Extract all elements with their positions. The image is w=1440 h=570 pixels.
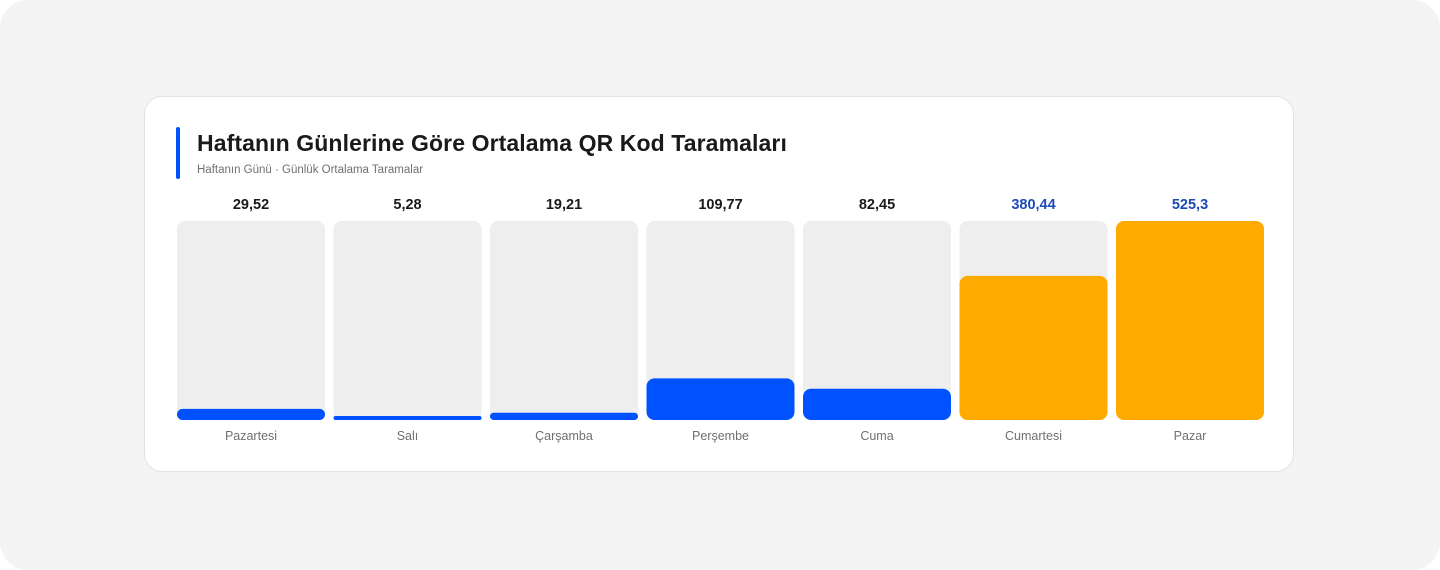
bar — [177, 408, 325, 420]
category-label: Pazar — [1174, 429, 1207, 443]
bar-track — [177, 221, 325, 420]
bar — [333, 416, 482, 420]
value-label: 82,45 — [859, 197, 895, 213]
bar — [959, 275, 1108, 420]
value-label: 525,3 — [1172, 197, 1208, 213]
bar-group-cuma: 82,45 Cuma — [803, 197, 951, 443]
value-label: 380,44 — [1011, 197, 1055, 213]
category-label: Cumartesi — [1005, 429, 1062, 443]
value-label: 29,52 — [233, 197, 269, 213]
bar-group-carsamba: 19,21 Çarşamba — [490, 197, 638, 443]
category-label: Cuma — [860, 429, 893, 443]
value-label: 19,21 — [546, 197, 582, 213]
category-label: Perşembe — [692, 429, 749, 443]
bar-track — [333, 221, 482, 420]
bar-group-pazar: 525,3 Pazar — [1116, 197, 1264, 443]
value-label: 109,77 — [698, 197, 742, 213]
bar — [490, 412, 638, 420]
bar — [1116, 221, 1264, 420]
chart-card: Haftanın Günlerine Göre Ortalama QR Kod … — [144, 96, 1294, 472]
chart-subtitle: Haftanın Günü · Günlük Ortalama Taramala… — [197, 164, 424, 176]
category-label: Pazartesi — [225, 429, 277, 443]
category-label: Çarşamba — [535, 429, 593, 443]
bar-track — [646, 221, 795, 420]
bar-group-cumartesi: 380,44 Cumartesi — [959, 197, 1108, 443]
bar-group-pazartesi: 29,52 Pazartesi — [177, 197, 325, 443]
bar-group-persembe: 109,77 Perşembe — [646, 197, 795, 443]
value-label: 5,28 — [393, 197, 421, 213]
bar-track — [803, 221, 951, 420]
chart-title: Haftanın Günlerine Göre Ortalama QR Kod … — [197, 130, 787, 156]
bar — [803, 388, 951, 420]
bar-track — [490, 221, 638, 420]
category-label: Salı — [397, 429, 419, 443]
bar-chart: 29,52 Pazartesi 5,28 Salı 19,21 Çarşamba 109,7… — [177, 197, 1264, 443]
title-accent-bar — [176, 127, 180, 179]
bar-group-sali: 5,28 Salı — [333, 197, 482, 443]
bar — [646, 378, 795, 420]
